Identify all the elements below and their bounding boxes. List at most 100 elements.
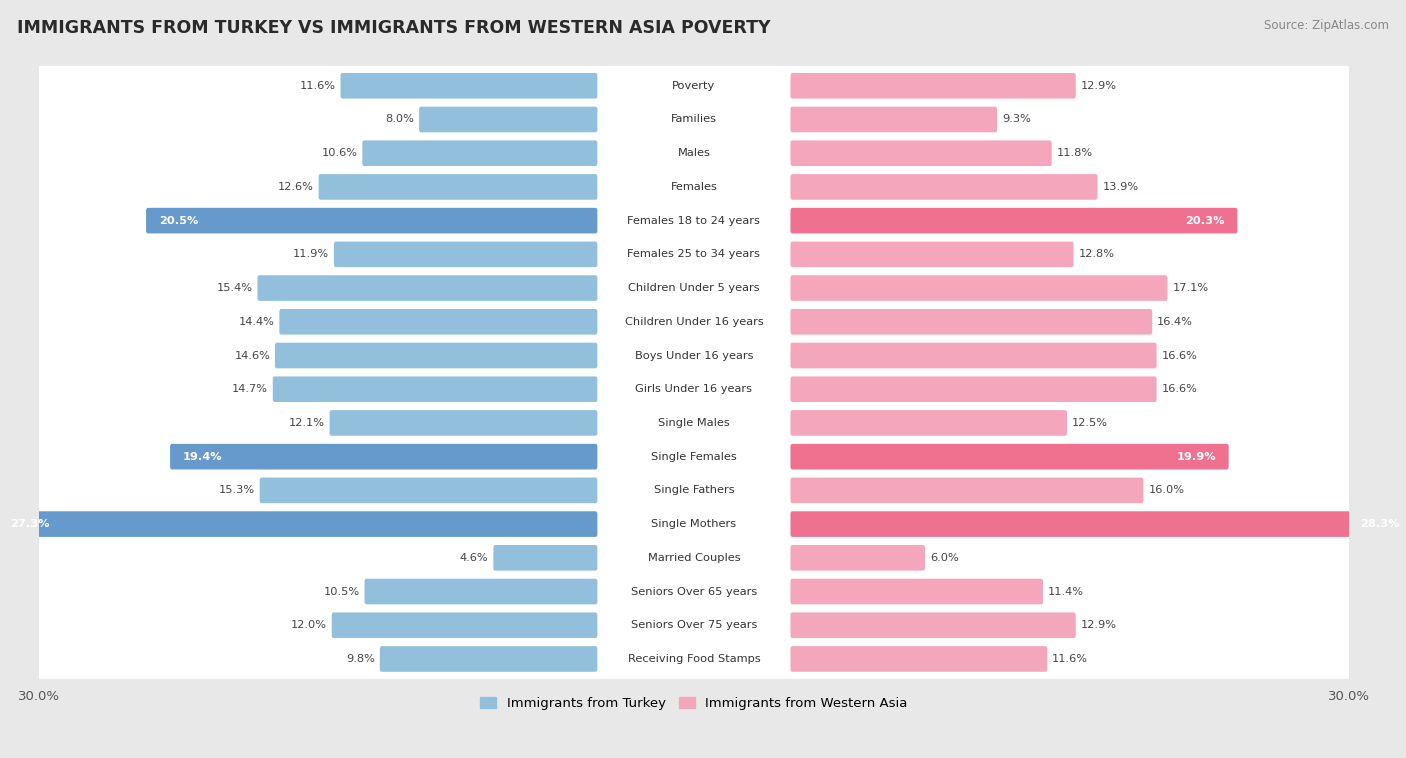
Text: Girls Under 16 years: Girls Under 16 years — [636, 384, 752, 394]
Text: Families: Families — [671, 114, 717, 124]
FancyBboxPatch shape — [790, 444, 1229, 469]
Text: 6.0%: 6.0% — [929, 553, 959, 563]
FancyBboxPatch shape — [34, 504, 1355, 544]
Text: 20.5%: 20.5% — [159, 215, 198, 226]
Text: Single Males: Single Males — [658, 418, 730, 428]
FancyBboxPatch shape — [790, 612, 1076, 638]
FancyBboxPatch shape — [790, 410, 1067, 436]
Text: 12.1%: 12.1% — [288, 418, 325, 428]
FancyBboxPatch shape — [34, 302, 1355, 342]
FancyBboxPatch shape — [790, 174, 1098, 200]
FancyBboxPatch shape — [34, 606, 1355, 645]
Text: 17.1%: 17.1% — [1173, 283, 1208, 293]
Text: Single Mothers: Single Mothers — [651, 519, 737, 529]
FancyBboxPatch shape — [0, 512, 598, 537]
Text: Single Females: Single Females — [651, 452, 737, 462]
Text: 12.0%: 12.0% — [291, 620, 328, 630]
Text: Children Under 16 years: Children Under 16 years — [624, 317, 763, 327]
FancyBboxPatch shape — [340, 73, 598, 99]
FancyBboxPatch shape — [790, 512, 1406, 537]
FancyBboxPatch shape — [280, 309, 598, 334]
Text: 12.8%: 12.8% — [1078, 249, 1115, 259]
FancyBboxPatch shape — [34, 403, 1355, 443]
FancyBboxPatch shape — [273, 377, 598, 402]
Text: 8.0%: 8.0% — [385, 114, 415, 124]
Text: 11.4%: 11.4% — [1047, 587, 1084, 597]
FancyBboxPatch shape — [363, 140, 598, 166]
Legend: Immigrants from Turkey, Immigrants from Western Asia: Immigrants from Turkey, Immigrants from … — [475, 691, 912, 715]
FancyBboxPatch shape — [419, 107, 598, 133]
FancyBboxPatch shape — [790, 107, 997, 133]
Text: 19.9%: 19.9% — [1177, 452, 1216, 462]
FancyBboxPatch shape — [34, 538, 1355, 578]
FancyBboxPatch shape — [790, 242, 1074, 267]
FancyBboxPatch shape — [34, 437, 1355, 477]
Text: 9.8%: 9.8% — [346, 654, 375, 664]
FancyBboxPatch shape — [34, 234, 1355, 274]
FancyBboxPatch shape — [790, 578, 1043, 604]
Text: 12.6%: 12.6% — [278, 182, 314, 192]
FancyBboxPatch shape — [790, 377, 1157, 402]
Text: Males: Males — [678, 149, 710, 158]
FancyBboxPatch shape — [34, 336, 1355, 375]
Text: Single Fathers: Single Fathers — [654, 485, 734, 496]
FancyBboxPatch shape — [34, 66, 1355, 105]
FancyBboxPatch shape — [34, 471, 1355, 510]
Text: 16.6%: 16.6% — [1161, 350, 1198, 361]
FancyBboxPatch shape — [790, 646, 1047, 672]
Text: 11.8%: 11.8% — [1056, 149, 1092, 158]
FancyBboxPatch shape — [790, 343, 1157, 368]
FancyBboxPatch shape — [335, 242, 598, 267]
FancyBboxPatch shape — [34, 639, 1355, 679]
Text: 10.5%: 10.5% — [323, 587, 360, 597]
Text: Boys Under 16 years: Boys Under 16 years — [634, 350, 754, 361]
Text: 11.6%: 11.6% — [1052, 654, 1088, 664]
FancyBboxPatch shape — [790, 73, 1076, 99]
Text: 9.3%: 9.3% — [1002, 114, 1031, 124]
FancyBboxPatch shape — [790, 478, 1143, 503]
FancyBboxPatch shape — [34, 133, 1355, 173]
FancyBboxPatch shape — [790, 140, 1052, 166]
Text: 20.3%: 20.3% — [1185, 215, 1225, 226]
Text: 16.0%: 16.0% — [1149, 485, 1184, 496]
Text: Poverty: Poverty — [672, 81, 716, 91]
FancyBboxPatch shape — [34, 369, 1355, 409]
FancyBboxPatch shape — [329, 410, 598, 436]
Text: 12.5%: 12.5% — [1071, 418, 1108, 428]
Text: IMMIGRANTS FROM TURKEY VS IMMIGRANTS FROM WESTERN ASIA POVERTY: IMMIGRANTS FROM TURKEY VS IMMIGRANTS FRO… — [17, 19, 770, 37]
FancyBboxPatch shape — [364, 578, 598, 604]
Text: 14.4%: 14.4% — [239, 317, 274, 327]
FancyBboxPatch shape — [790, 208, 1237, 233]
FancyBboxPatch shape — [34, 201, 1355, 240]
Text: Married Couples: Married Couples — [648, 553, 740, 563]
Text: 14.6%: 14.6% — [235, 350, 270, 361]
FancyBboxPatch shape — [257, 275, 598, 301]
Text: Females 18 to 24 years: Females 18 to 24 years — [627, 215, 761, 226]
FancyBboxPatch shape — [260, 478, 598, 503]
FancyBboxPatch shape — [276, 343, 598, 368]
Text: Seniors Over 75 years: Seniors Over 75 years — [631, 620, 756, 630]
Text: 15.4%: 15.4% — [217, 283, 253, 293]
FancyBboxPatch shape — [34, 268, 1355, 308]
Text: Children Under 5 years: Children Under 5 years — [628, 283, 759, 293]
FancyBboxPatch shape — [319, 174, 598, 200]
Text: Seniors Over 65 years: Seniors Over 65 years — [631, 587, 756, 597]
FancyBboxPatch shape — [380, 646, 598, 672]
FancyBboxPatch shape — [34, 572, 1355, 612]
Text: 4.6%: 4.6% — [460, 553, 489, 563]
FancyBboxPatch shape — [332, 612, 598, 638]
Text: 12.9%: 12.9% — [1081, 620, 1116, 630]
Text: 11.9%: 11.9% — [292, 249, 329, 259]
Text: Females: Females — [671, 182, 717, 192]
Text: 16.6%: 16.6% — [1161, 384, 1198, 394]
Text: 27.3%: 27.3% — [10, 519, 49, 529]
FancyBboxPatch shape — [146, 208, 598, 233]
FancyBboxPatch shape — [34, 167, 1355, 207]
Text: 19.4%: 19.4% — [183, 452, 222, 462]
Text: Females 25 to 34 years: Females 25 to 34 years — [627, 249, 761, 259]
FancyBboxPatch shape — [790, 545, 925, 571]
Text: 13.9%: 13.9% — [1102, 182, 1139, 192]
Text: 28.3%: 28.3% — [1360, 519, 1399, 529]
Text: Receiving Food Stamps: Receiving Food Stamps — [627, 654, 761, 664]
FancyBboxPatch shape — [790, 309, 1152, 334]
